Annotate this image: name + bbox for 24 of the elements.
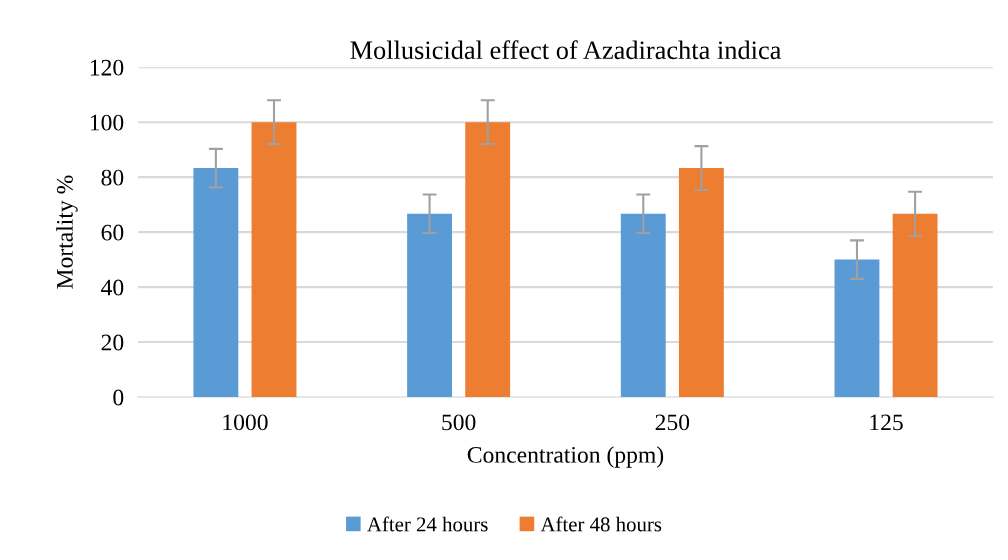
x-tick-label: 250 (655, 414, 690, 431)
bar (678, 168, 724, 398)
y-tick-label: 0 (113, 389, 124, 406)
bar (620, 213, 666, 398)
x-axis-title: Concentration (ppm) (467, 446, 664, 468)
bar (193, 168, 239, 398)
y-axis-title: Mortality % (56, 175, 78, 289)
y-tick-label: 40 (101, 279, 124, 296)
legend-label: After 48 hours (540, 516, 662, 532)
x-tick-label: 125 (870, 414, 903, 431)
y-tick-label: 120 (90, 59, 124, 76)
legend-label: After 24 hours (367, 516, 488, 532)
y-tick-label: 80 (101, 169, 124, 186)
y-tick-label: 60 (101, 224, 124, 241)
y-tick-label: 20 (101, 334, 124, 351)
y-tick-label: 100 (90, 114, 124, 131)
x-tick-label: 1000 (223, 414, 268, 431)
bar (465, 122, 511, 398)
bar (892, 213, 938, 398)
bar (407, 213, 453, 398)
bar (251, 122, 297, 398)
chart-title: Mollusicidal effect of Azadirachta indica (350, 40, 782, 60)
bar (834, 259, 880, 398)
x-tick-label: 500 (442, 414, 476, 431)
